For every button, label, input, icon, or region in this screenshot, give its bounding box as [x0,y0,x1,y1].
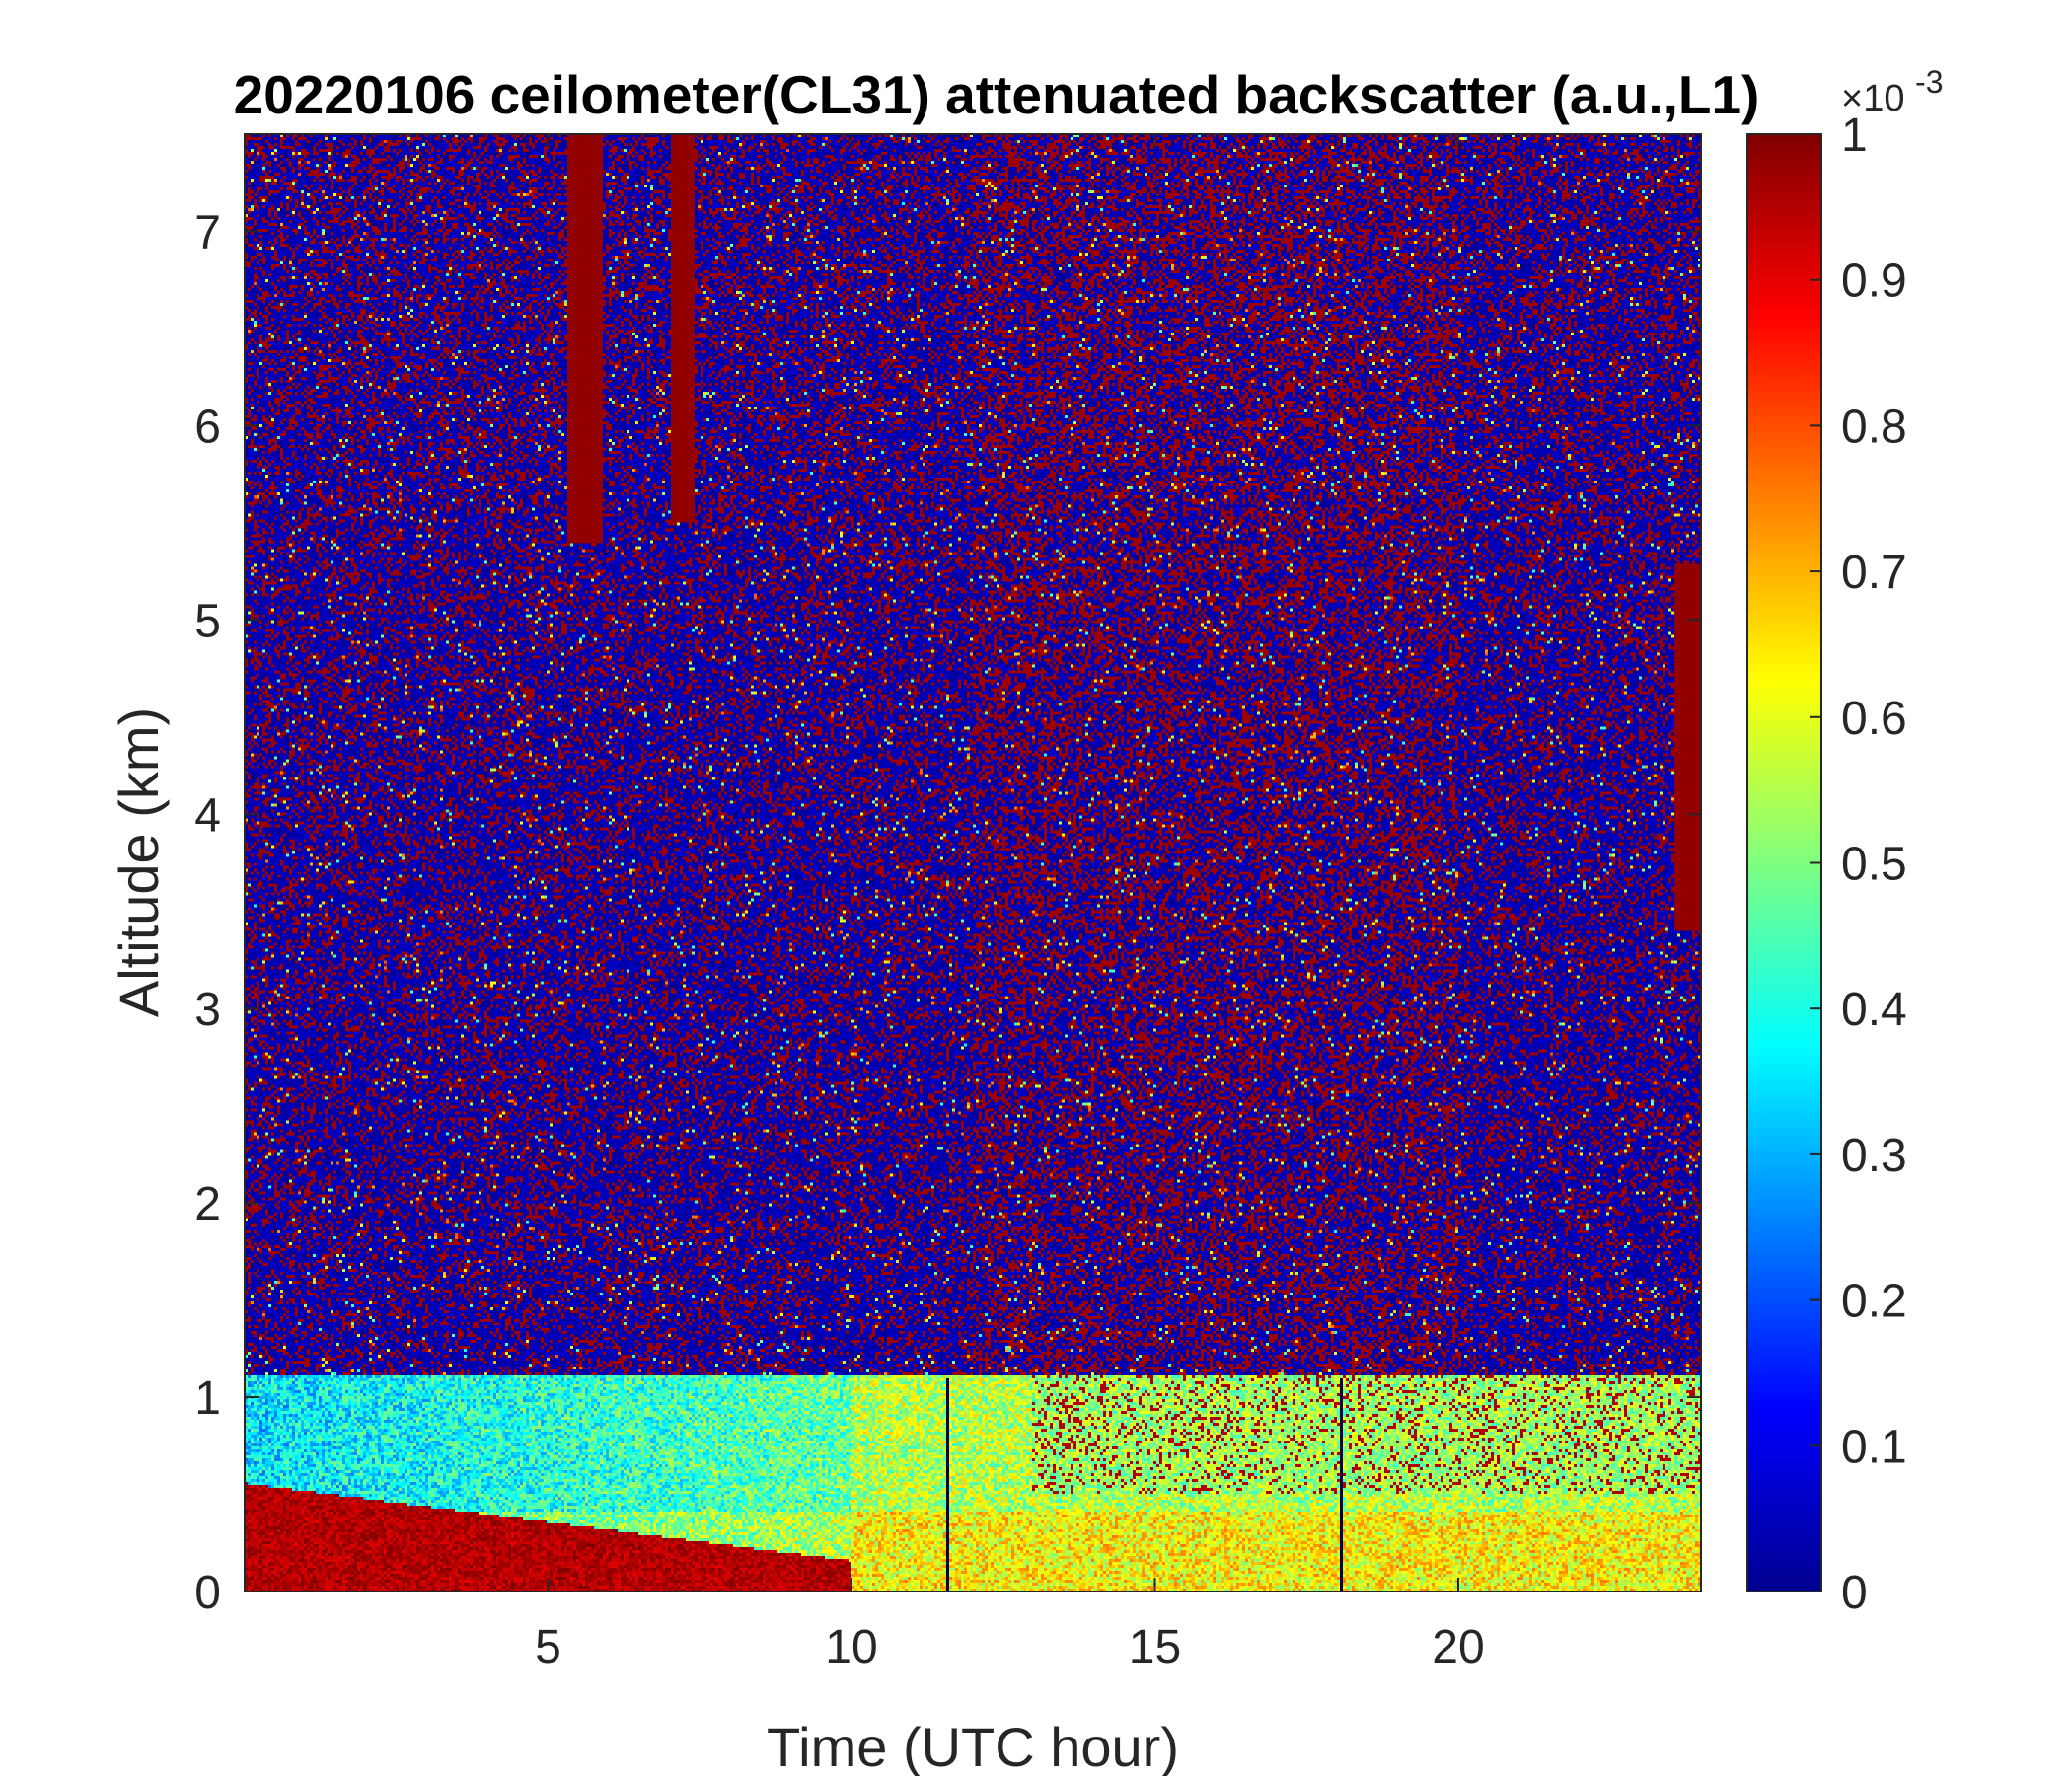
colorbar-tick-label: 0.9 [1841,256,1907,308]
colorbar-tick-label: 0.6 [1841,693,1907,745]
x-tick-label: 5 [535,1621,561,1673]
y-tick-label: 3 [194,984,221,1036]
y-axis-ticks: 0 1 2 3 4 5 6 7 [194,206,1701,1619]
x-tick-label: 20 [1432,1621,1484,1673]
y-tick-label: 6 [194,401,221,453]
colorbar-multiplier: ×10 -3 [1841,64,1943,119]
colorbar-tick-label: 0.3 [1841,1130,1907,1182]
colorbar-tick-label: 0.8 [1841,401,1907,453]
y-tick-label: 0 [194,1567,221,1619]
y-tick-label: 1 [194,1372,221,1425]
colorbar-multiplier-exponent: -3 [1915,64,1943,100]
colorbar-tick-label: 0.1 [1841,1421,1907,1473]
y-axis-label: Altitude (km) [108,707,170,1017]
colorbar-ticks: 0 0.1 0.2 0.3 0.4 0.5 0.6 0.7 0.8 0.9 1 [1810,110,1907,1619]
plot-area: 5 10 15 20 0 1 2 3 4 5 6 7 [194,133,1702,1673]
colorbar-tick-label: 0.5 [1841,839,1907,891]
x-tick-label: 15 [1129,1621,1181,1673]
y-tick-label: 4 [194,789,221,842]
colorbar: 0 0.1 0.2 0.3 0.4 0.5 0.6 0.7 0.8 0.9 1 ×10 -3 [1746,64,1943,1619]
chart-title: 20220106 ceilometer(CL31) attenuated bac… [234,64,1760,125]
y-tick-label: 5 [194,595,221,647]
x-tick-label: 10 [825,1621,877,1673]
x-axis-ticks: 5 10 15 20 [535,134,1485,1673]
colorbar-multiplier-base: ×10 [1841,78,1904,119]
colorbar-tick-label: 0.4 [1841,984,1907,1036]
backscatter-heatmap [245,134,1701,1591]
y-tick-label: 2 [194,1178,221,1230]
colorbar-tick-label: 0 [1841,1567,1868,1619]
colorbar-tick-label: 0.7 [1841,547,1907,599]
colorbar-tick-label: 1 [1841,110,1868,162]
colorbar-gradient [1747,134,1821,1591]
plot-frame [244,133,1702,1592]
x-axis-label: Time (UTC hour) [767,1716,1179,1776]
colorbar-tick-label: 0.2 [1841,1276,1907,1328]
y-tick-label: 7 [194,206,221,259]
